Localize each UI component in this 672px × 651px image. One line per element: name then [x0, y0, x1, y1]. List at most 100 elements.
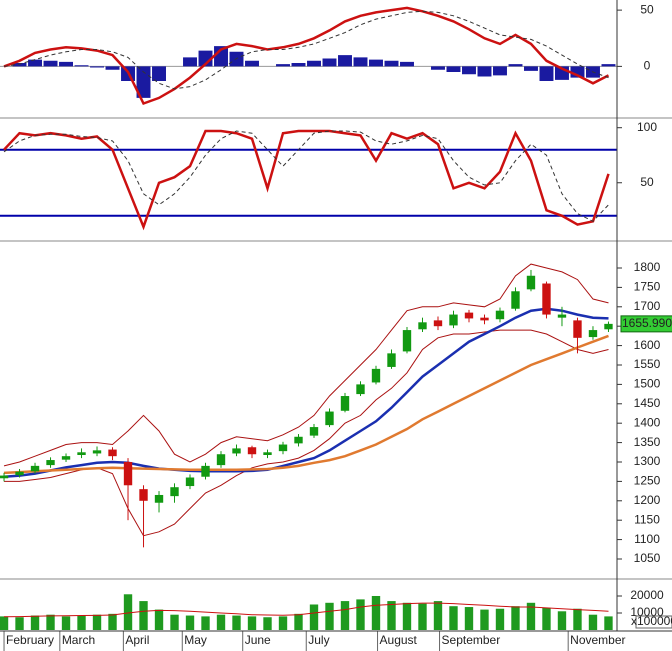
- series-line: [3, 263, 609, 467]
- candle-body: [325, 411, 334, 426]
- series-line: [3, 602, 609, 618]
- candle-body: [139, 489, 148, 501]
- volume-bar: [495, 608, 505, 630]
- series-line: [4, 329, 609, 537]
- volume-bar: [263, 617, 272, 630]
- x-tick-label: April: [125, 633, 149, 647]
- volume-bar: [92, 614, 102, 630]
- histogram-bar: [477, 66, 492, 77]
- volume-bar: [61, 616, 71, 630]
- candle-body: [340, 396, 350, 411]
- y-tick-label: 0: [644, 59, 651, 73]
- histogram-bar: [183, 57, 197, 67]
- y-tick-label: 1350: [634, 435, 661, 449]
- histogram-bar: [245, 60, 259, 67]
- candle-body: [511, 291, 520, 309]
- x-tick-label: November: [570, 633, 625, 647]
- volume-bar: [123, 594, 133, 630]
- histogram-bar: [291, 63, 306, 67]
- volume-bar: [15, 617, 24, 630]
- volume-bar: [46, 614, 55, 630]
- x-tick-label: June: [245, 633, 271, 647]
- histogram-bar: [384, 60, 399, 67]
- y-tick-label: 1750: [634, 280, 661, 294]
- volume-bar: [480, 609, 489, 630]
- histogram-bar: [446, 66, 461, 72]
- volume-bar: [418, 603, 427, 630]
- y-tick-label: 20000: [630, 588, 664, 602]
- histogram-bar: [601, 64, 616, 67]
- histogram-bar: [431, 66, 445, 70]
- candle-body: [77, 452, 86, 456]
- y-tick-label: 1100: [634, 532, 660, 546]
- candle-body: [309, 427, 319, 436]
- volume-bar: [185, 615, 195, 630]
- volume-bar: [557, 611, 567, 630]
- y-tick-label: 1300: [634, 454, 661, 468]
- y-tick-label: 1050: [634, 551, 661, 565]
- candle-body: [123, 461, 133, 486]
- volume-bar: [340, 601, 350, 630]
- histogram-bar: [353, 57, 368, 67]
- candle-body: [588, 330, 598, 338]
- x-tick-label: May: [184, 633, 207, 647]
- histogram-bar: [152, 66, 166, 81]
- candle-body: [526, 275, 536, 290]
- volume-bar: [108, 613, 117, 630]
- volume-bar: [77, 615, 86, 630]
- candle-body: [495, 310, 505, 320]
- histogram-bar: [400, 61, 414, 67]
- histogram-bar: [539, 66, 554, 81]
- volume-bar: [309, 604, 319, 630]
- candle-body: [480, 317, 489, 321]
- histogram-bar: [74, 65, 89, 67]
- volume-bar: [433, 601, 443, 630]
- candle-body: [402, 330, 412, 352]
- volume-bar: [294, 613, 303, 630]
- series-line: [3, 129, 610, 231]
- volume-bar: [542, 607, 551, 630]
- x-tick-label: July: [308, 633, 329, 647]
- histogram-bar: [462, 66, 476, 75]
- candle-body: [30, 465, 40, 472]
- unit-box: [635, 615, 672, 629]
- volume-bar: [247, 616, 257, 630]
- volume-bar: [154, 609, 164, 630]
- histogram-bar: [570, 66, 585, 78]
- y-tick-label: 1200: [634, 493, 661, 507]
- volume-bar: [325, 602, 334, 630]
- series-line: [3, 10, 609, 90]
- volume-bar: [139, 601, 148, 630]
- y-tick-label: 1400: [634, 415, 661, 429]
- volume-bar: [511, 606, 520, 630]
- x-tick-label: March: [62, 633, 95, 647]
- candle-body: [464, 312, 474, 319]
- candle-body: [61, 456, 71, 460]
- candle-body: [557, 314, 567, 318]
- candle-body: [278, 444, 288, 452]
- candle-body: [154, 494, 164, 503]
- volume-bar: [201, 616, 210, 630]
- histogram-bar: [136, 66, 151, 98]
- candle-body: [92, 450, 102, 454]
- volume-bar: [356, 599, 365, 630]
- volume-bar: [588, 614, 598, 630]
- histogram-bar: [105, 66, 120, 70]
- y-tick-label: 1500: [634, 377, 661, 391]
- series-line: [3, 334, 609, 475]
- candle-body: [185, 477, 195, 487]
- candle-body: [418, 322, 427, 330]
- y-tick-label: 1150: [634, 512, 660, 526]
- candle-body: [232, 448, 241, 454]
- unit-label: x100000: [631, 614, 672, 628]
- histogram-bar: [307, 60, 321, 67]
- histogram-bar: [90, 66, 104, 68]
- y-tick-label: 1450: [634, 396, 661, 410]
- candle-body: [263, 452, 272, 456]
- candle-body: [542, 283, 551, 315]
- volume-bar: [216, 614, 226, 630]
- histogram-bar: [43, 60, 58, 67]
- volume-bar: [30, 615, 40, 630]
